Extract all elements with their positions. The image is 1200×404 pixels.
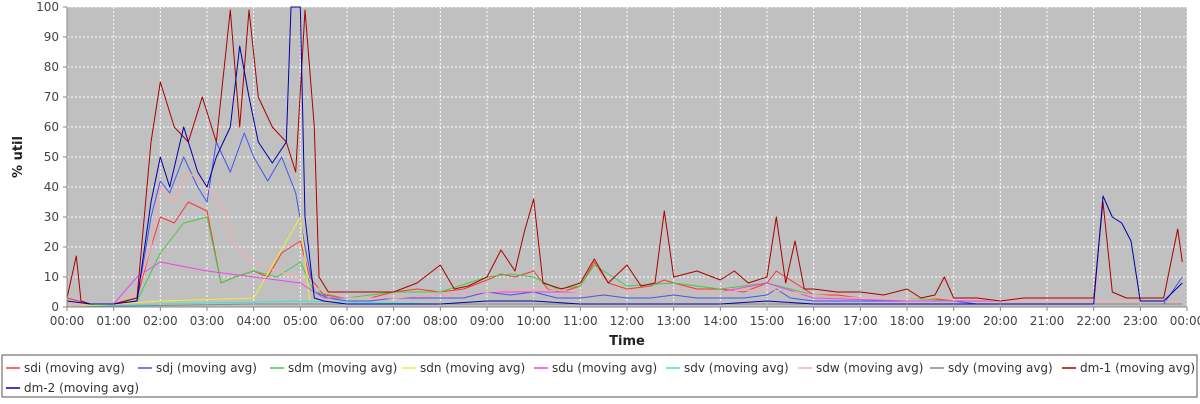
legend-label: sdj (moving avg) <box>156 361 257 375</box>
x-tick-label: 19:00 <box>936 314 971 328</box>
legend-label: dm-1 (moving avg) <box>1080 361 1195 375</box>
x-tick-label: 21:00 <box>1030 314 1065 328</box>
y-tick-label: 100 <box>36 0 59 14</box>
y-tick-label: 60 <box>44 120 59 134</box>
legend: sdi (moving avg) sdj (moving avg) sdm (mov… <box>1 354 1198 398</box>
x-tick-label: 20:00 <box>983 314 1018 328</box>
x-axis-title: Time <box>609 334 645 349</box>
series-line-2 <box>67 216 1183 305</box>
x-tick-label: 08:00 <box>423 314 458 328</box>
legend-label: dm-2 (moving avg) <box>24 381 139 395</box>
x-tick-label: 11:00 <box>563 314 598 328</box>
y-tick-label: 10 <box>44 270 59 284</box>
x-tick-label: 02:00 <box>143 314 178 328</box>
x-tick-label: 14:00 <box>703 314 738 328</box>
x-tick-label: 17:00 <box>843 314 878 328</box>
x-tick-label: 16:00 <box>796 314 831 328</box>
x-tick-label: 12:00 <box>610 314 645 328</box>
y-tick-label: 70 <box>44 90 59 104</box>
y-tick-label: 30 <box>44 210 59 224</box>
legend-label: sdi (moving avg) <box>24 361 125 375</box>
series-layer <box>66 6 1183 308</box>
x-tick-label: 00:00 <box>50 314 85 328</box>
legend-label: sdv (moving avg) <box>684 361 789 375</box>
legend-label: sdn (moving avg) <box>420 361 525 375</box>
y-tick-label: 90 <box>44 30 59 44</box>
x-tick-label: 00:00 <box>1170 314 1200 328</box>
x-tick-label: 09:00 <box>470 314 505 328</box>
series-line-4 <box>67 261 1183 305</box>
y-tick-label: 80 <box>44 60 59 74</box>
series-line-9 <box>66 6 1183 305</box>
legend-box <box>1 354 1198 398</box>
y-axis-title: % util <box>11 136 26 178</box>
series-line-8 <box>66 9 1183 305</box>
x-tick-label: 15:00 <box>750 314 785 328</box>
x-tick-label: 01:00 <box>96 314 131 328</box>
x-tick-label: 23:00 <box>1123 314 1158 328</box>
x-tick-label: 13:00 <box>656 314 691 328</box>
x-tick-label: 05:00 <box>283 314 318 328</box>
y-tick-label: 40 <box>44 180 59 194</box>
legend-label: sdm (moving avg) <box>288 361 397 375</box>
x-tick-label: 10:00 <box>516 314 551 328</box>
x-tick-label: 07:00 <box>376 314 411 328</box>
y-tick-label: 50 <box>44 150 59 164</box>
x-tick-label: 04:00 <box>236 314 271 328</box>
series-line-6 <box>67 171 1183 305</box>
x-tick-label: 06:00 <box>330 314 365 328</box>
legend-label: sdw (moving avg) <box>816 361 923 375</box>
legend-label: sdu (moving avg) <box>552 361 657 375</box>
x-tick-label: 22:00 <box>1076 314 1111 328</box>
x-tick-label: 18:00 <box>890 314 925 328</box>
legend-label: sdy (moving avg) <box>948 361 1053 375</box>
y-tick-label: 0 <box>51 300 59 314</box>
y-tick-label: 20 <box>44 240 59 254</box>
axes: 0 10 20 30 40 50 60 70 80 90 100 00:00 01:00 02:00 03:… <box>36 0 1200 328</box>
x-tick-label: 03:00 <box>190 314 225 328</box>
